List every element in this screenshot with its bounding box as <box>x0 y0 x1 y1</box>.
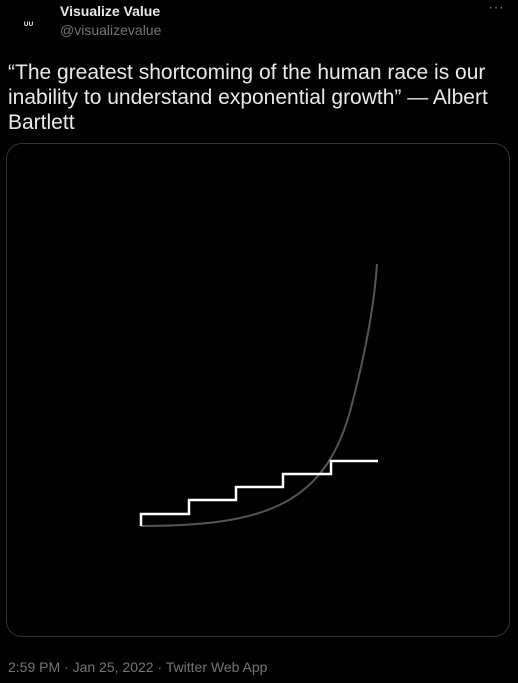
tweet-date[interactable]: Jan 25, 2022 <box>72 659 154 675</box>
meta-separator: · <box>157 659 163 675</box>
exponential-curve <box>140 263 378 527</box>
tweet-time[interactable]: 2:59 PM <box>8 659 61 675</box>
tweet-source[interactable]: Twitter Web App <box>165 659 268 675</box>
tweet-meta: 2:59 PM · Jan 25, 2022 · Twitter Web App <box>8 659 267 675</box>
avatar-logo: ᵁᵁ <box>24 20 34 30</box>
linear-steps <box>139 459 378 526</box>
avatar[interactable]: ᵁᵁ <box>8 2 50 44</box>
tweet-text: “The greatest shortcoming of the human r… <box>8 61 488 134</box>
meta-separator: · <box>64 659 69 675</box>
author-display-name[interactable]: Visualize Value <box>60 3 161 19</box>
more-dots-icon[interactable]: ··· <box>488 0 504 16</box>
author-handle[interactable]: @visualizevalue <box>60 22 162 38</box>
tweet-media-image[interactable] <box>6 143 510 637</box>
exponential-vs-linear-illustration <box>139 263 378 527</box>
